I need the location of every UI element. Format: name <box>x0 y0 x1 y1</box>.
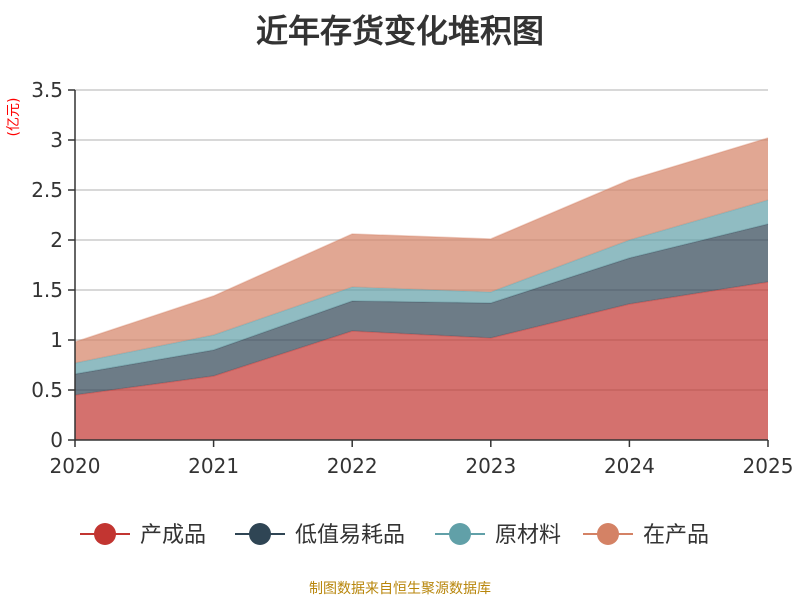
legend-label: 原材料 <box>495 523 561 548</box>
x-tick-label: 2025 <box>743 454 794 478</box>
y-tick-label: 3 <box>50 128 63 152</box>
legend-swatch-marker <box>449 523 471 545</box>
x-tick-label: 2024 <box>604 454 655 478</box>
y-tick-label: 2 <box>50 228 63 252</box>
legend[interactable]: 产成品 低值易耗品 原材料 在产品 <box>80 523 709 548</box>
series-line-3 <box>74 137 769 343</box>
y-tick-label: 3.5 <box>31 78 63 102</box>
legend-swatch-marker <box>249 523 271 545</box>
x-tick-label: 2023 <box>465 454 516 478</box>
source-note: 制图数据来自恒生聚源数据库 <box>309 581 491 597</box>
y-tick-label: 1 <box>50 328 63 352</box>
legend-label: 在产品 <box>643 523 709 548</box>
y-tick-label: 1.5 <box>31 278 63 302</box>
y-tick-label: 0.5 <box>31 378 63 402</box>
axes: 0 0.5 1 1.5 2 2.5 3 3.5 2020 2021 2022 2023 2024 2025… <box>6 78 793 478</box>
legend-label: 产成品 <box>140 523 206 548</box>
x-tick-label: 2021 <box>188 454 239 478</box>
legend-item-2[interactable]: 原材料 <box>435 523 561 548</box>
legend-swatch-marker <box>597 523 619 545</box>
legend-item-0[interactable]: 产成品 <box>80 523 206 548</box>
chart-title: 近年存货变化堆积图 <box>255 12 544 50</box>
x-tick-label: 2020 <box>50 454 101 478</box>
y-tick-label: 2.5 <box>31 178 63 202</box>
legend-item-3[interactable]: 在产品 <box>583 523 709 548</box>
x-tick-label: 2022 <box>327 454 378 478</box>
legend-swatch-marker <box>94 523 116 545</box>
area-series <box>74 137 769 440</box>
area-series-2 <box>75 200 768 374</box>
y-tick-label: 0 <box>50 428 63 452</box>
y-axis-unit-label: (亿元) <box>6 98 22 137</box>
area-series-1 <box>75 224 768 395</box>
area-series-0 <box>75 282 768 440</box>
legend-item-1[interactable]: 低值易耗品 <box>235 523 405 548</box>
legend-label: 低值易耗品 <box>295 523 405 548</box>
area-series-3 <box>75 138 768 363</box>
